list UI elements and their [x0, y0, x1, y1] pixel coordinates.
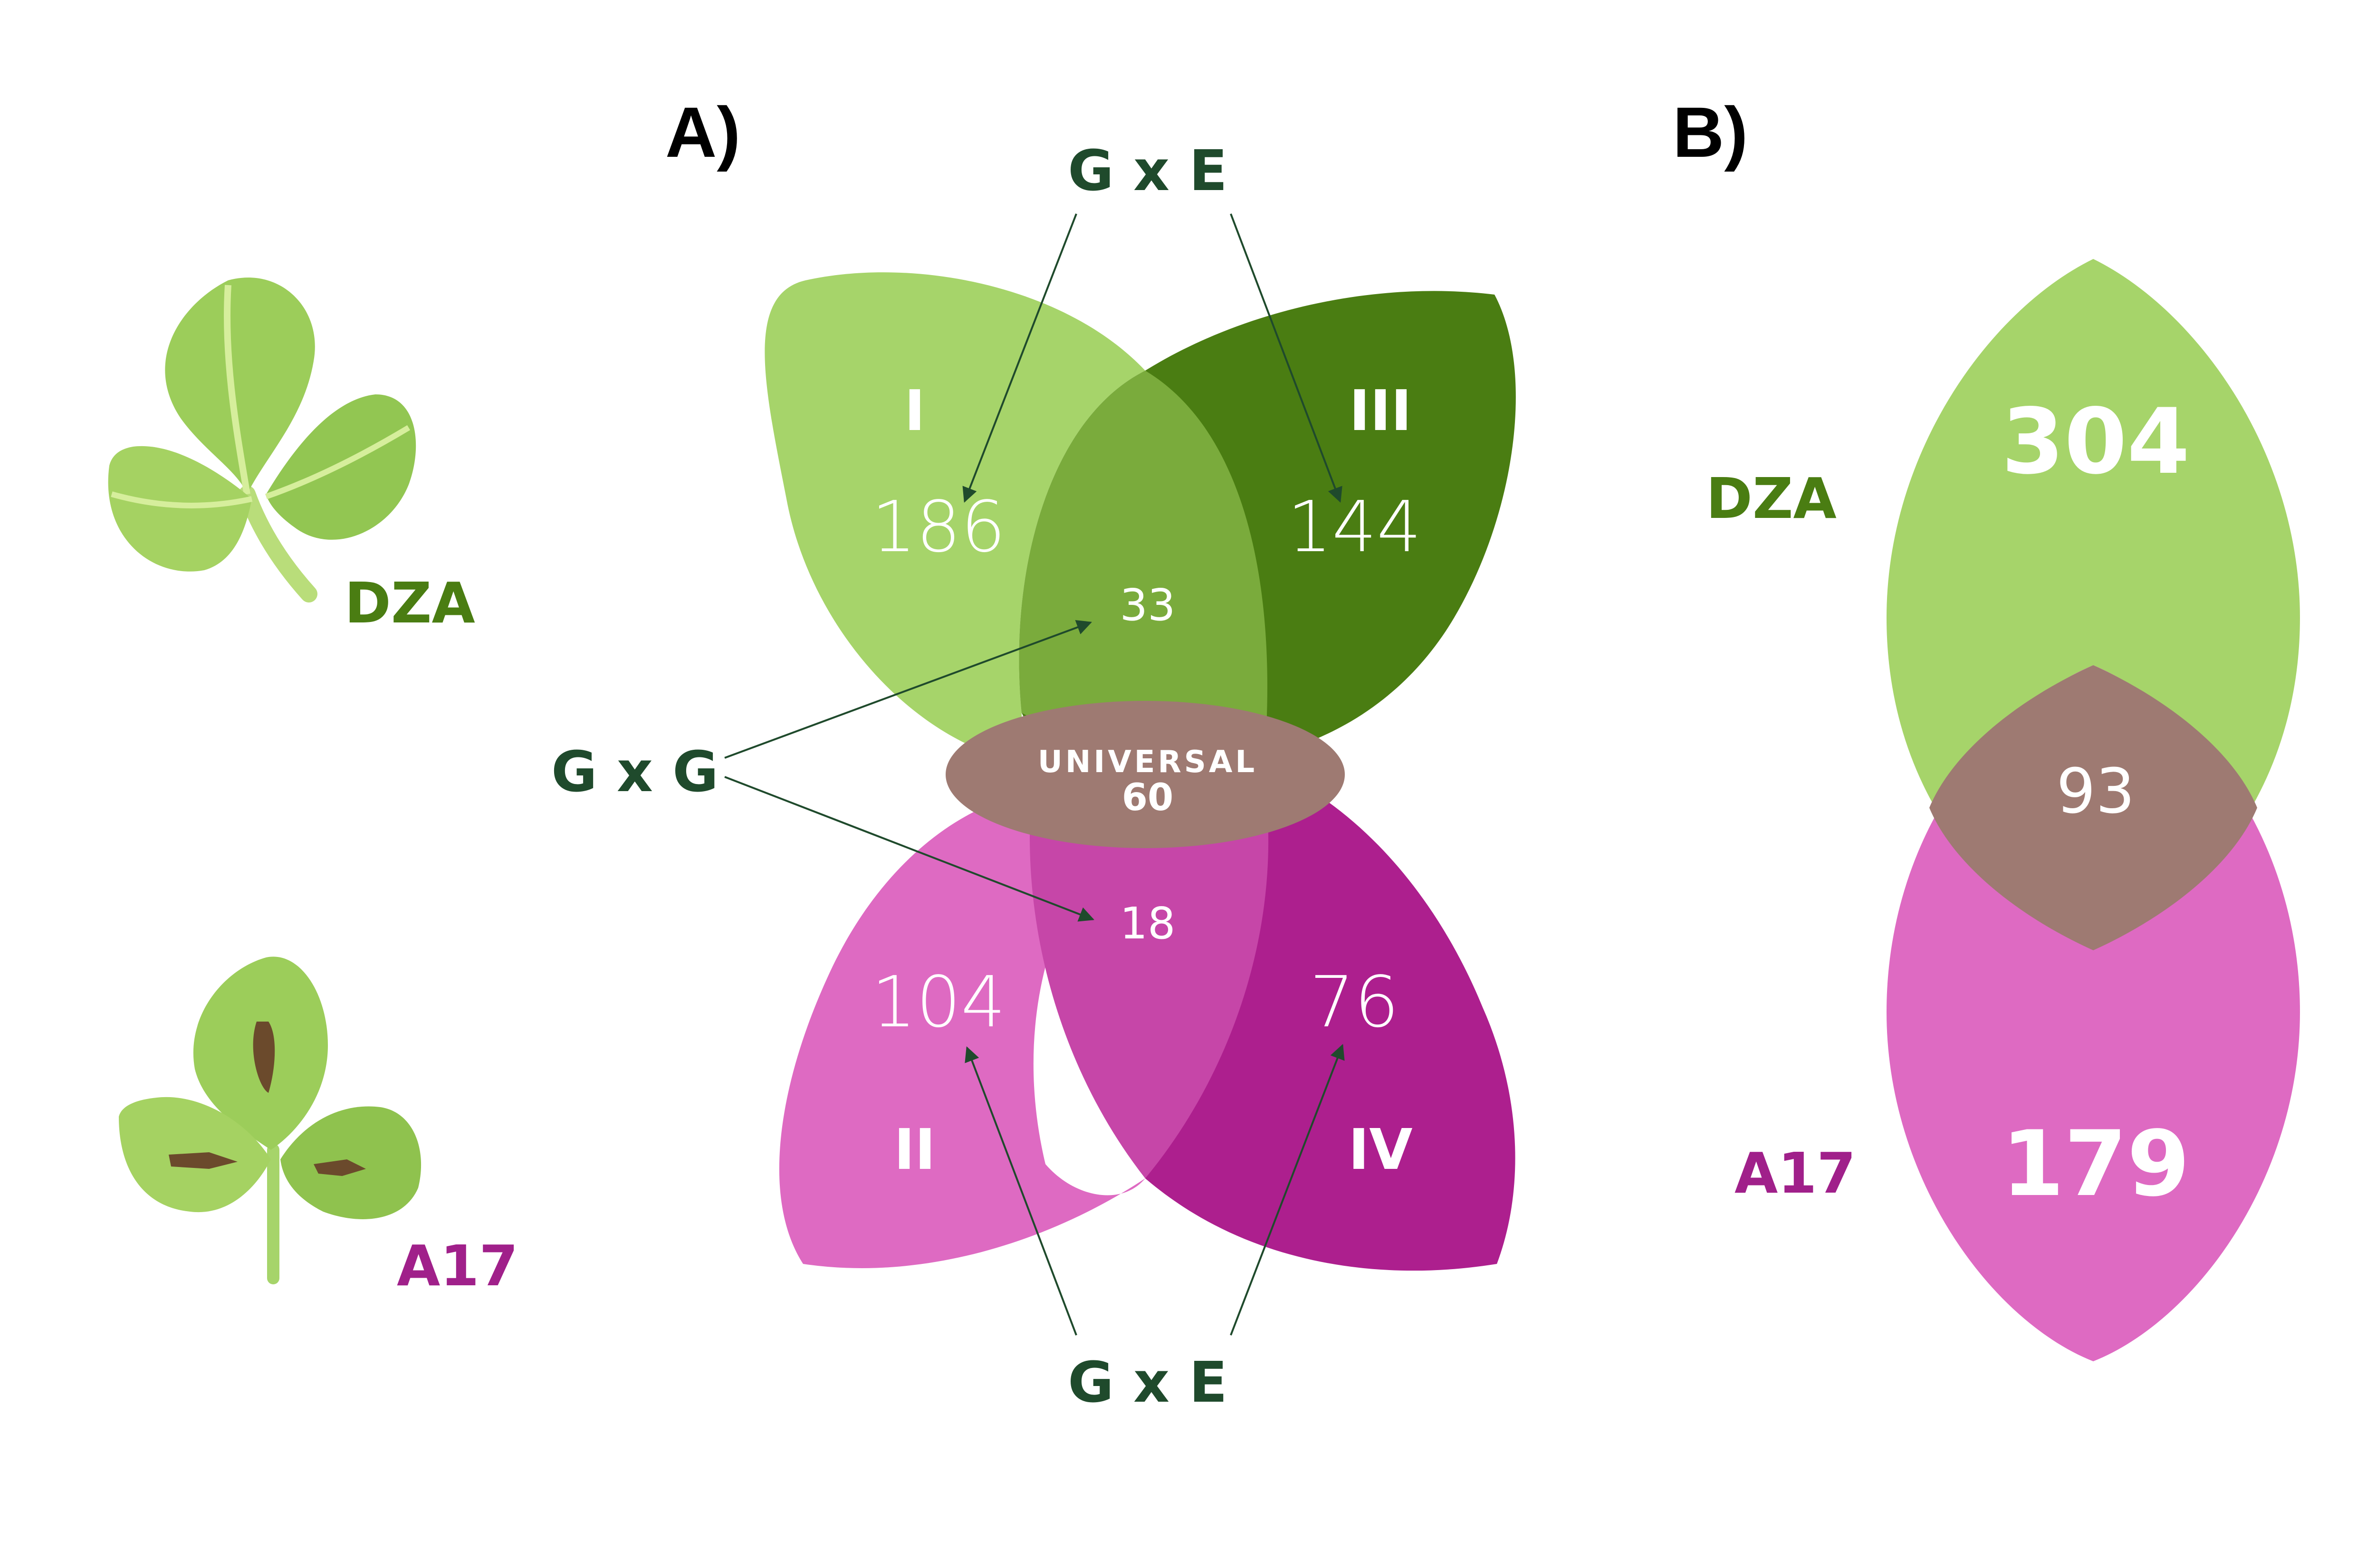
region-i-count: 186	[872, 486, 1006, 568]
dza-leaf-label: DZA	[345, 570, 475, 636]
venn-diagram-a	[765, 272, 1516, 1271]
b-overlap-count: 93	[2056, 755, 2135, 827]
region-ii-label: II	[894, 1117, 936, 1182]
overlap-bottom-count: 18	[1120, 898, 1175, 949]
arrow-gxe-to-ii	[965, 1046, 1077, 1336]
panel-b-a17-label: A17	[1734, 1140, 1856, 1206]
b-overlap-region	[1929, 665, 2257, 950]
a17-leaf-illustration	[119, 956, 422, 1284]
arrow-gxe-to-iii	[1230, 213, 1342, 503]
overlap-top-count: 33	[1120, 580, 1175, 631]
region-iv-label: IV	[1348, 1117, 1412, 1182]
overlap-ii-iv	[1030, 784, 1269, 1178]
gxe-bottom-label: G x E	[1068, 1349, 1227, 1415]
petal-region-i	[765, 272, 1145, 763]
arrow-gxe-to-i	[962, 213, 1077, 503]
universal-region	[946, 701, 1345, 848]
a17-count: 179	[2002, 1111, 2190, 1216]
arrow-gxg-to-33	[724, 620, 1092, 759]
gxe-top-label: G x E	[1068, 138, 1227, 203]
region-i-label: I	[904, 378, 925, 443]
arrow-gxe-to-iv	[1230, 1044, 1345, 1336]
universal-count: 60	[1122, 776, 1174, 819]
panel-b-label: B)	[1673, 92, 1748, 172]
overlap-i-iii	[1019, 371, 1267, 740]
panel-a-label: A)	[665, 92, 740, 172]
gxg-label: G x G	[551, 739, 719, 804]
arrow-gxg-to-18	[724, 776, 1094, 922]
a17-leaf-label: A17	[397, 1233, 518, 1299]
dza-leaf-illustration	[108, 277, 416, 602]
venn-diagram-b	[1887, 259, 2300, 1361]
universal-label: UNIVERSAL	[1038, 745, 1257, 780]
region-iii-label: III	[1349, 378, 1412, 443]
dza-count: 304	[2002, 389, 2190, 494]
region-iv-count: 76	[1310, 961, 1399, 1043]
region-ii-count: 104	[872, 961, 1006, 1043]
panel-b-dza-label: DZA	[1706, 466, 1837, 531]
region-iii-count: 144	[1287, 486, 1422, 568]
